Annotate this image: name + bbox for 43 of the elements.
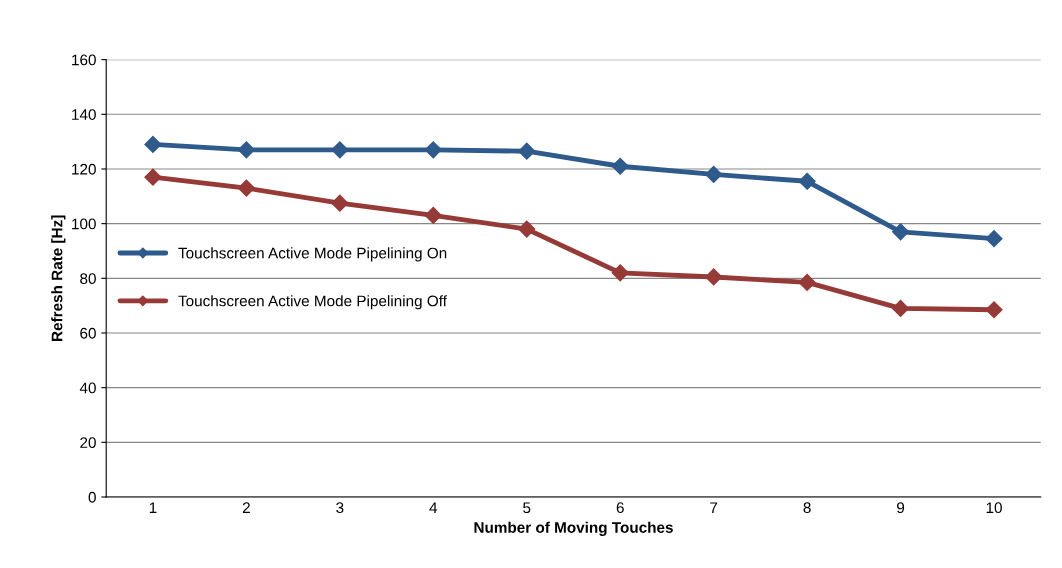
x-tick-label: 1 <box>149 502 157 513</box>
point <box>424 141 442 159</box>
point <box>331 194 349 212</box>
y-tick-label: 100 <box>72 218 96 230</box>
point <box>237 179 255 197</box>
point <box>892 299 910 317</box>
x-tick-label: 5 <box>523 502 531 514</box>
point <box>705 165 723 183</box>
x-tick-label: 7 <box>710 502 718 513</box>
point <box>611 264 629 282</box>
point <box>518 142 536 160</box>
point <box>518 220 536 238</box>
x-axis-title: Number of Moving Touches <box>474 521 673 536</box>
x-tick-label: 8 <box>803 502 811 514</box>
y-axis-title: Refresh Rate [Hz] <box>51 215 66 341</box>
point <box>798 273 816 291</box>
point <box>705 268 723 286</box>
legend-label: Touchscreen Active Mode Pipelining Off <box>178 295 447 310</box>
point <box>985 301 1003 319</box>
x-tick-label: 9 <box>897 502 905 514</box>
point <box>144 168 162 186</box>
y-tick-label: 160 <box>72 54 96 66</box>
y-tick-label: 40 <box>79 382 96 394</box>
y-tick-label: 0 <box>88 491 96 503</box>
point <box>892 223 910 241</box>
x-tick-label: 6 <box>616 502 624 514</box>
x-tick-label: 10 <box>986 502 1002 514</box>
y-tick-label: 60 <box>80 327 96 339</box>
x-tick-label: 4 <box>429 502 438 513</box>
point <box>424 206 442 225</box>
point <box>611 157 629 175</box>
point <box>985 230 1003 248</box>
x-tick-label: 3 <box>336 502 344 514</box>
y-tick-label: 140 <box>72 109 96 120</box>
legend-label: Touchscreen Active Mode Pipelining On <box>178 247 447 262</box>
x-tick-label: 2 <box>242 502 250 513</box>
y-tick-label: 20 <box>80 437 96 449</box>
point <box>237 141 255 159</box>
y-tick-label: 80 <box>80 273 96 285</box>
point <box>798 172 816 190</box>
point <box>144 135 162 153</box>
y-tick-label: 120 <box>72 163 96 175</box>
point <box>331 141 349 159</box>
